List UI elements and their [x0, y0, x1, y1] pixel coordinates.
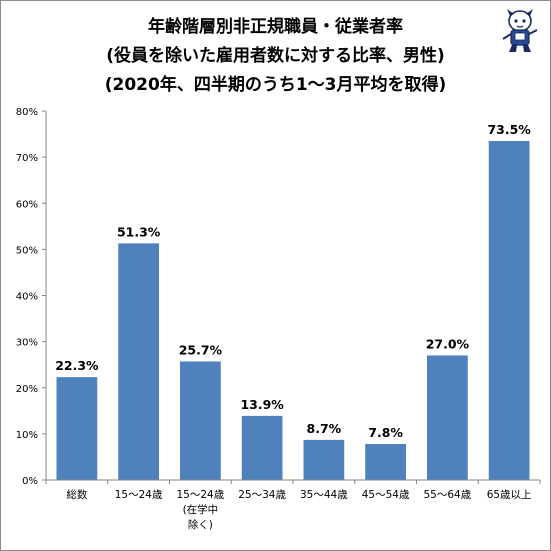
mascot-icon [502, 9, 538, 52]
category-label: 55～64歳 [424, 489, 472, 501]
bar [426, 355, 468, 480]
bar [118, 243, 160, 480]
data-label: 27.0% [426, 336, 470, 351]
bar [56, 377, 98, 480]
category-label: 45～54歳 [362, 489, 410, 501]
y-tick-label: 20% [16, 384, 38, 395]
y-tick-label: 50% [16, 245, 38, 256]
data-label: 22.3% [55, 358, 99, 373]
category-label: (在学中 [183, 503, 219, 516]
y-tick-label: 0% [22, 476, 38, 487]
data-label: 13.9% [240, 397, 284, 412]
chart-title-line-1: 年齢階層別非正規職員・従業者率 [148, 17, 403, 37]
y-tick-label: 60% [16, 199, 38, 210]
data-label: 51.3% [117, 224, 161, 239]
category-label: 15～24歳 [115, 489, 163, 501]
category-label: 25～34歳 [238, 489, 286, 501]
y-tick-label: 40% [16, 292, 38, 303]
bar [303, 439, 345, 480]
y-tick-label: 80% [16, 107, 38, 118]
bar [179, 361, 221, 480]
bar [365, 444, 407, 480]
bar [241, 415, 283, 480]
category-label: 65歳以上 [487, 489, 532, 501]
category-label: 15～24歳 [177, 489, 225, 501]
y-tick-label: 70% [16, 153, 38, 164]
y-tick-label: 30% [16, 338, 38, 349]
y-tick-label: 10% [16, 430, 38, 441]
category-label: 35～44歳 [300, 489, 348, 501]
data-label: 8.7% [307, 421, 342, 436]
category-label: 除く) [188, 518, 213, 531]
chart-title-line-2: (役員を除いた雇用者数に対する比率、男性) [106, 46, 445, 66]
bar [488, 140, 530, 480]
data-label: 7.8% [368, 425, 403, 440]
category-label: 総数 [66, 488, 87, 501]
data-label: 25.7% [179, 342, 223, 357]
chart-title-line-3: (2020年、四半期のうち1～3月平均を取得) [104, 75, 447, 95]
data-label: 73.5% [487, 122, 531, 137]
